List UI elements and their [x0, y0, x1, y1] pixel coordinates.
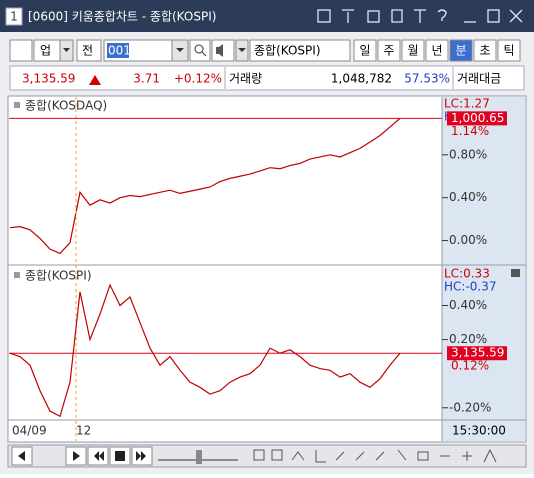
charts: 종합(KOSDAQ)0.80%0.40%0.00%LC:1.27HC1,000.… — [9, 97, 507, 441]
period-label: 초 — [479, 44, 490, 58]
up-arrow — [89, 75, 101, 85]
chart-frame — [7, 95, 527, 443]
price-line — [9, 117, 401, 255]
market: 업 — [40, 44, 51, 58]
lc-label: LC:1.27 — [444, 97, 490, 111]
y-tick-label: 0.20% — [449, 332, 487, 346]
y-tick-label: 0.00% — [449, 233, 487, 247]
price-label-box — [447, 111, 507, 126]
y-tick-label: 0.80% — [449, 147, 487, 161]
change: 3.71 — [133, 72, 160, 86]
lc-label: LC:0.33 — [444, 267, 490, 281]
period-label: 틱 — [503, 44, 514, 58]
period-button[interactable] — [401, 39, 425, 62]
window-number-box[interactable] — [5, 7, 23, 26]
time-label: 15:30:00 — [452, 424, 506, 438]
change-pct: +0.12% — [174, 72, 222, 86]
period-button[interactable] — [377, 39, 401, 62]
period-label: 분 — [455, 44, 466, 58]
period-button[interactable] — [473, 39, 497, 62]
period-label: 월 — [407, 44, 418, 58]
amount-label: 거래대금 — [457, 72, 501, 86]
window-title: [0600] 키움종합차트 - 종합(KOSPI) — [28, 10, 216, 24]
y-tick-label: 0.40% — [449, 298, 487, 312]
ratio: 57.53% — [404, 72, 450, 86]
period-label: 주 — [383, 44, 394, 58]
quote-row: 3,135.59 3.71 +0.12% 거래량 1,048,782 57.53… — [9, 65, 525, 91]
search-button[interactable] — [189, 39, 211, 62]
range-box[interactable] — [76, 39, 102, 62]
price-line — [9, 283, 401, 418]
period-button[interactable] — [425, 39, 449, 62]
price: 3,135.59 — [22, 72, 75, 86]
scroll-bar[interactable] — [7, 444, 527, 468]
range: 전 — [82, 44, 93, 58]
panel-title: 종합(KOSDAQ) — [25, 99, 107, 113]
period-label: 년 — [431, 44, 442, 58]
code-selection — [107, 43, 129, 58]
period-button[interactable] — [353, 39, 377, 62]
close-panel-button[interactable] — [511, 269, 520, 277]
hc-label: HC:-0.37 — [444, 280, 497, 294]
period-button[interactable] — [449, 39, 473, 62]
volume: 1,048,782 — [331, 72, 392, 86]
panel-marker — [14, 102, 20, 108]
code: 001 — [108, 44, 131, 58]
x-tick-label: 12 — [76, 424, 91, 438]
ref-pct-label: 1.14% — [451, 124, 489, 138]
y-tick-label: -0.20% — [449, 400, 491, 414]
price-label-box — [447, 346, 507, 361]
price-label: 3,135.59 — [451, 346, 504, 360]
window-number: 1 — [10, 10, 18, 24]
layout-button[interactable] — [9, 39, 33, 62]
period-button[interactable] — [497, 39, 521, 62]
title-icons[interactable] — [317, 9, 523, 23]
volume-label: 거래량 — [229, 72, 262, 86]
panel-title: 종합(KOSPI) — [25, 269, 92, 283]
index-name: 종합(KOSPI) — [254, 44, 321, 58]
y-tick-label: 0.40% — [449, 190, 487, 204]
price-label: 1,000.65 — [451, 111, 504, 125]
panel-marker — [14, 272, 20, 278]
period-label: 일 — [359, 44, 370, 58]
name-box — [249, 39, 351, 62]
x-tick-label: 04/09 — [12, 424, 47, 438]
ref-pct-label: 0.12% — [451, 359, 489, 373]
